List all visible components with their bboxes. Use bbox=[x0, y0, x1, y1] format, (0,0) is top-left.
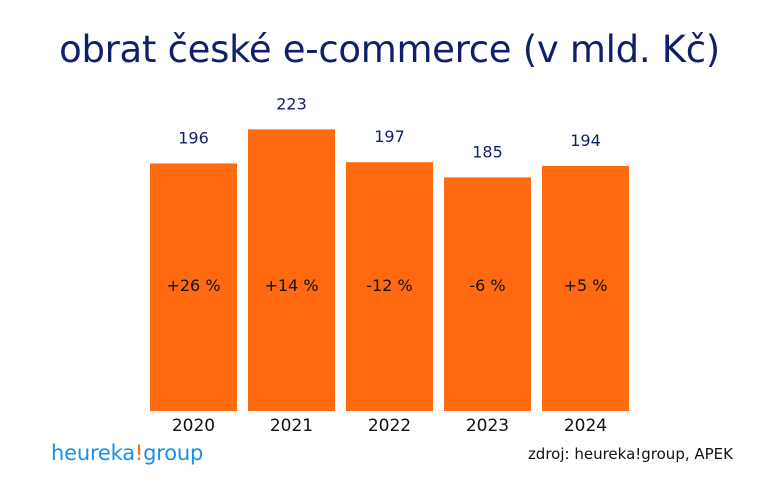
value-label-2020: 196 bbox=[178, 128, 209, 147]
x-tick-label-2021: 2021 bbox=[270, 416, 313, 436]
logo-text-heureka: heureka bbox=[51, 441, 135, 465]
value-label-2021: 223 bbox=[276, 94, 307, 113]
bar-2023 bbox=[444, 177, 531, 411]
value-label-2024: 194 bbox=[570, 131, 601, 150]
growth-label-2020: +26 % bbox=[166, 276, 220, 295]
growth-label-2022: -12 % bbox=[366, 276, 412, 295]
logo-exclamation: ! bbox=[134, 441, 144, 465]
bar-2022 bbox=[346, 162, 433, 411]
x-tick-label-2020: 2020 bbox=[172, 416, 215, 436]
x-tick-label-2024: 2024 bbox=[564, 416, 607, 436]
chart-title: obrat české e-commerce (v mld. Kč) bbox=[59, 28, 720, 71]
bar-2024 bbox=[542, 165, 629, 411]
heureka-group-logo: heureka!group bbox=[51, 441, 203, 465]
bar-2020 bbox=[150, 163, 237, 411]
growth-label-2021: +14 % bbox=[264, 276, 318, 295]
source-note: zdroj: heureka!group, APEK bbox=[527, 445, 733, 463]
value-label-2022: 197 bbox=[374, 127, 405, 146]
growth-label-2024: +5 % bbox=[564, 276, 608, 295]
x-tick-label-2022: 2022 bbox=[368, 416, 411, 436]
logo-text-group: group bbox=[143, 441, 204, 465]
bar-2021 bbox=[248, 129, 335, 411]
growth-label-2023: -6 % bbox=[469, 276, 505, 295]
value-label-2023: 185 bbox=[472, 142, 503, 161]
x-tick-label-2023: 2023 bbox=[466, 416, 509, 436]
